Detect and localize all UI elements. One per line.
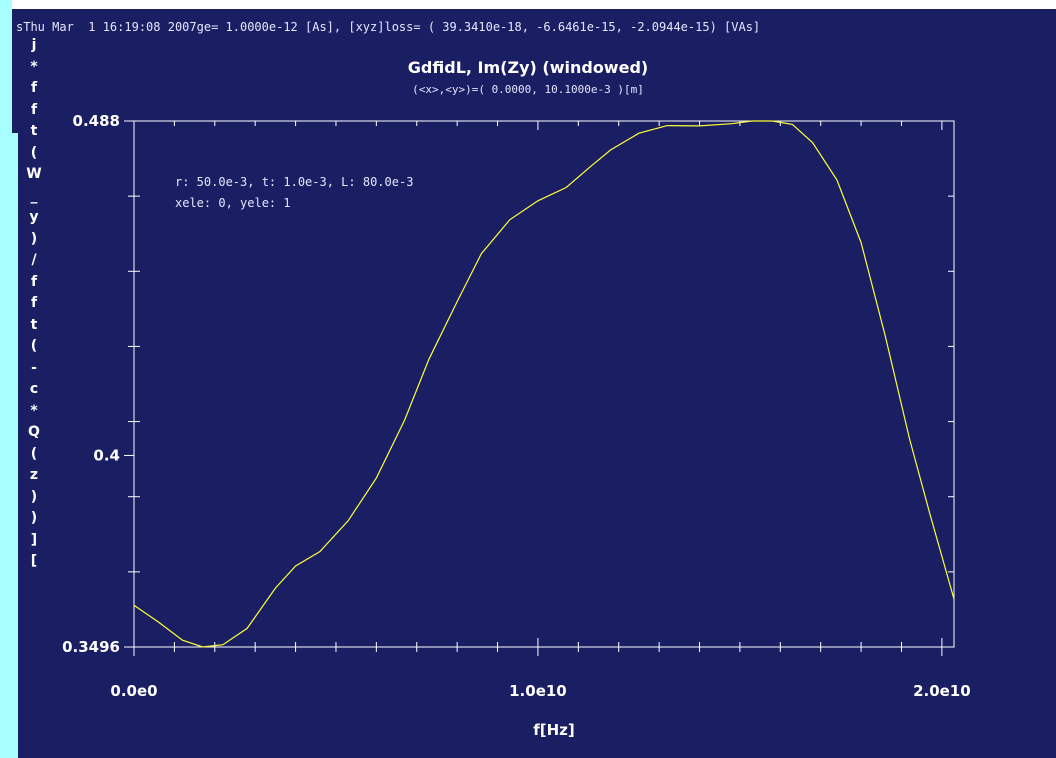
left-cyan-band: [0, 0, 12, 758]
chart-subtitle: (<x>,<y>)=( 0.0000, 10.1000e-3 )[m]: [412, 83, 644, 96]
x-tick-label: 1.0e10: [509, 682, 567, 700]
vertical-label-char: y: [29, 209, 39, 225]
vertical-label-char: Q: [28, 424, 40, 440]
vertical-label-char: *: [30, 402, 38, 419]
x-tick-label: 2.0e10: [913, 682, 971, 700]
vertical-label-char: f: [30, 80, 38, 96]
top-white-band: [12, 0, 1056, 9]
y-tick-labels: 0.488 0.4 0.3496: [62, 112, 120, 656]
vertical-label-char: (: [30, 445, 38, 462]
vertical-label-char: /: [31, 252, 37, 268]
vertical-label-char: t: [30, 123, 38, 139]
header-left-char: s: [16, 20, 24, 34]
vertical-label-char: c: [29, 381, 39, 397]
vertical-label-char: f: [30, 101, 38, 118]
vertical-label-char: f: [30, 273, 38, 290]
vertical-label-char: *: [30, 58, 38, 75]
vertical-label-char: (: [30, 338, 38, 354]
vertical-label-char: [: [30, 553, 38, 569]
vertical-label-char: f: [30, 295, 38, 311]
vertical-label-char: W: [26, 166, 42, 182]
header-line: sThu Mar 1 16:19:08 2007ge= 1.0000e-12 […: [16, 20, 760, 34]
vertical-label-char: (: [30, 144, 38, 161]
x-tick-labels: 0.0e0 1.0e10 2.0e10: [110, 682, 970, 700]
vertical-label-char: j: [31, 37, 37, 53]
y-tick-label: 0.3496: [62, 638, 120, 656]
vertical-label-char: ): [30, 230, 38, 247]
left-cyan-block: [12, 133, 18, 758]
y-tick-label: 0.4: [93, 446, 120, 464]
vertical-label-char: ): [30, 488, 38, 505]
chart-title: GdfidL, Im(Zy) (windowed): [407, 58, 649, 77]
x-tick-label: 0.0e0: [110, 682, 157, 700]
vertical-label-char: _: [30, 187, 38, 204]
annotation-text: r: 50.0e-3, t: 1.0e-3, L: 80.0e-3: [175, 175, 413, 189]
series-line: [133, 120, 955, 648]
tick-marks: [124, 120, 954, 656]
y-tick-label: 0.488: [73, 112, 120, 130]
vertical-y-label: j * f f t(W _ y) / f f t(- c * Q(z))][: [26, 35, 42, 573]
vertical-label-char: ): [30, 510, 38, 526]
header-text: Thu Mar 1 16:19:08 2007ge= 1.0000e-12 [A…: [23, 20, 761, 34]
vertical-label-char: z: [29, 467, 39, 483]
annotation-text: xele: 0, yele: 1: [175, 196, 291, 210]
plot-annotations: r: 50.0e-3, t: 1.0e-3, L: 80.0e-3 xele: 0…: [175, 175, 413, 210]
vertical-label-char: -: [31, 359, 37, 376]
plot-frame: [133, 120, 955, 648]
x-axis-label: f[Hz]: [533, 721, 575, 739]
vertical-label-char: t: [30, 316, 38, 333]
vertical-label-char: ]: [30, 531, 38, 548]
